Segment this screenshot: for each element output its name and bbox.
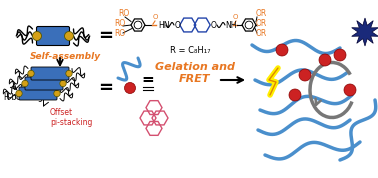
FancyBboxPatch shape [25, 77, 63, 90]
Circle shape [65, 32, 73, 41]
Text: HN: HN [158, 22, 169, 30]
Circle shape [344, 84, 356, 96]
Circle shape [28, 70, 34, 77]
Text: OR: OR [256, 9, 267, 17]
Circle shape [276, 44, 288, 56]
Text: NH: NH [225, 22, 237, 30]
Text: RO: RO [118, 9, 129, 17]
FancyBboxPatch shape [19, 87, 57, 100]
Polygon shape [352, 18, 378, 46]
Text: =: = [99, 27, 113, 45]
Text: O: O [152, 14, 158, 20]
Text: Gelation and
FRET: Gelation and FRET [155, 62, 235, 84]
FancyBboxPatch shape [37, 27, 70, 46]
Text: OR: OR [256, 28, 267, 38]
Text: =: = [99, 79, 113, 97]
Circle shape [22, 80, 28, 87]
Circle shape [299, 69, 311, 81]
Circle shape [124, 82, 135, 93]
Text: O: O [232, 14, 238, 20]
Circle shape [16, 90, 22, 97]
Text: OR: OR [256, 19, 267, 27]
Circle shape [33, 32, 42, 41]
Circle shape [289, 89, 301, 101]
FancyBboxPatch shape [31, 67, 69, 80]
Circle shape [334, 49, 346, 61]
Text: Self-assembly: Self-assembly [30, 52, 101, 61]
Circle shape [60, 80, 66, 87]
Text: O: O [175, 22, 181, 30]
Text: H-bonding: H-bonding [3, 93, 43, 102]
Text: RO: RO [114, 19, 125, 27]
Text: R = C₈H₁₇: R = C₈H₁₇ [170, 46, 210, 55]
Circle shape [54, 90, 60, 97]
Circle shape [66, 70, 72, 77]
Text: O: O [211, 22, 217, 30]
Text: Offset
pi-stacking: Offset pi-stacking [50, 108, 92, 127]
Circle shape [319, 54, 331, 66]
Text: =: = [142, 72, 154, 88]
Text: RO: RO [114, 28, 125, 38]
